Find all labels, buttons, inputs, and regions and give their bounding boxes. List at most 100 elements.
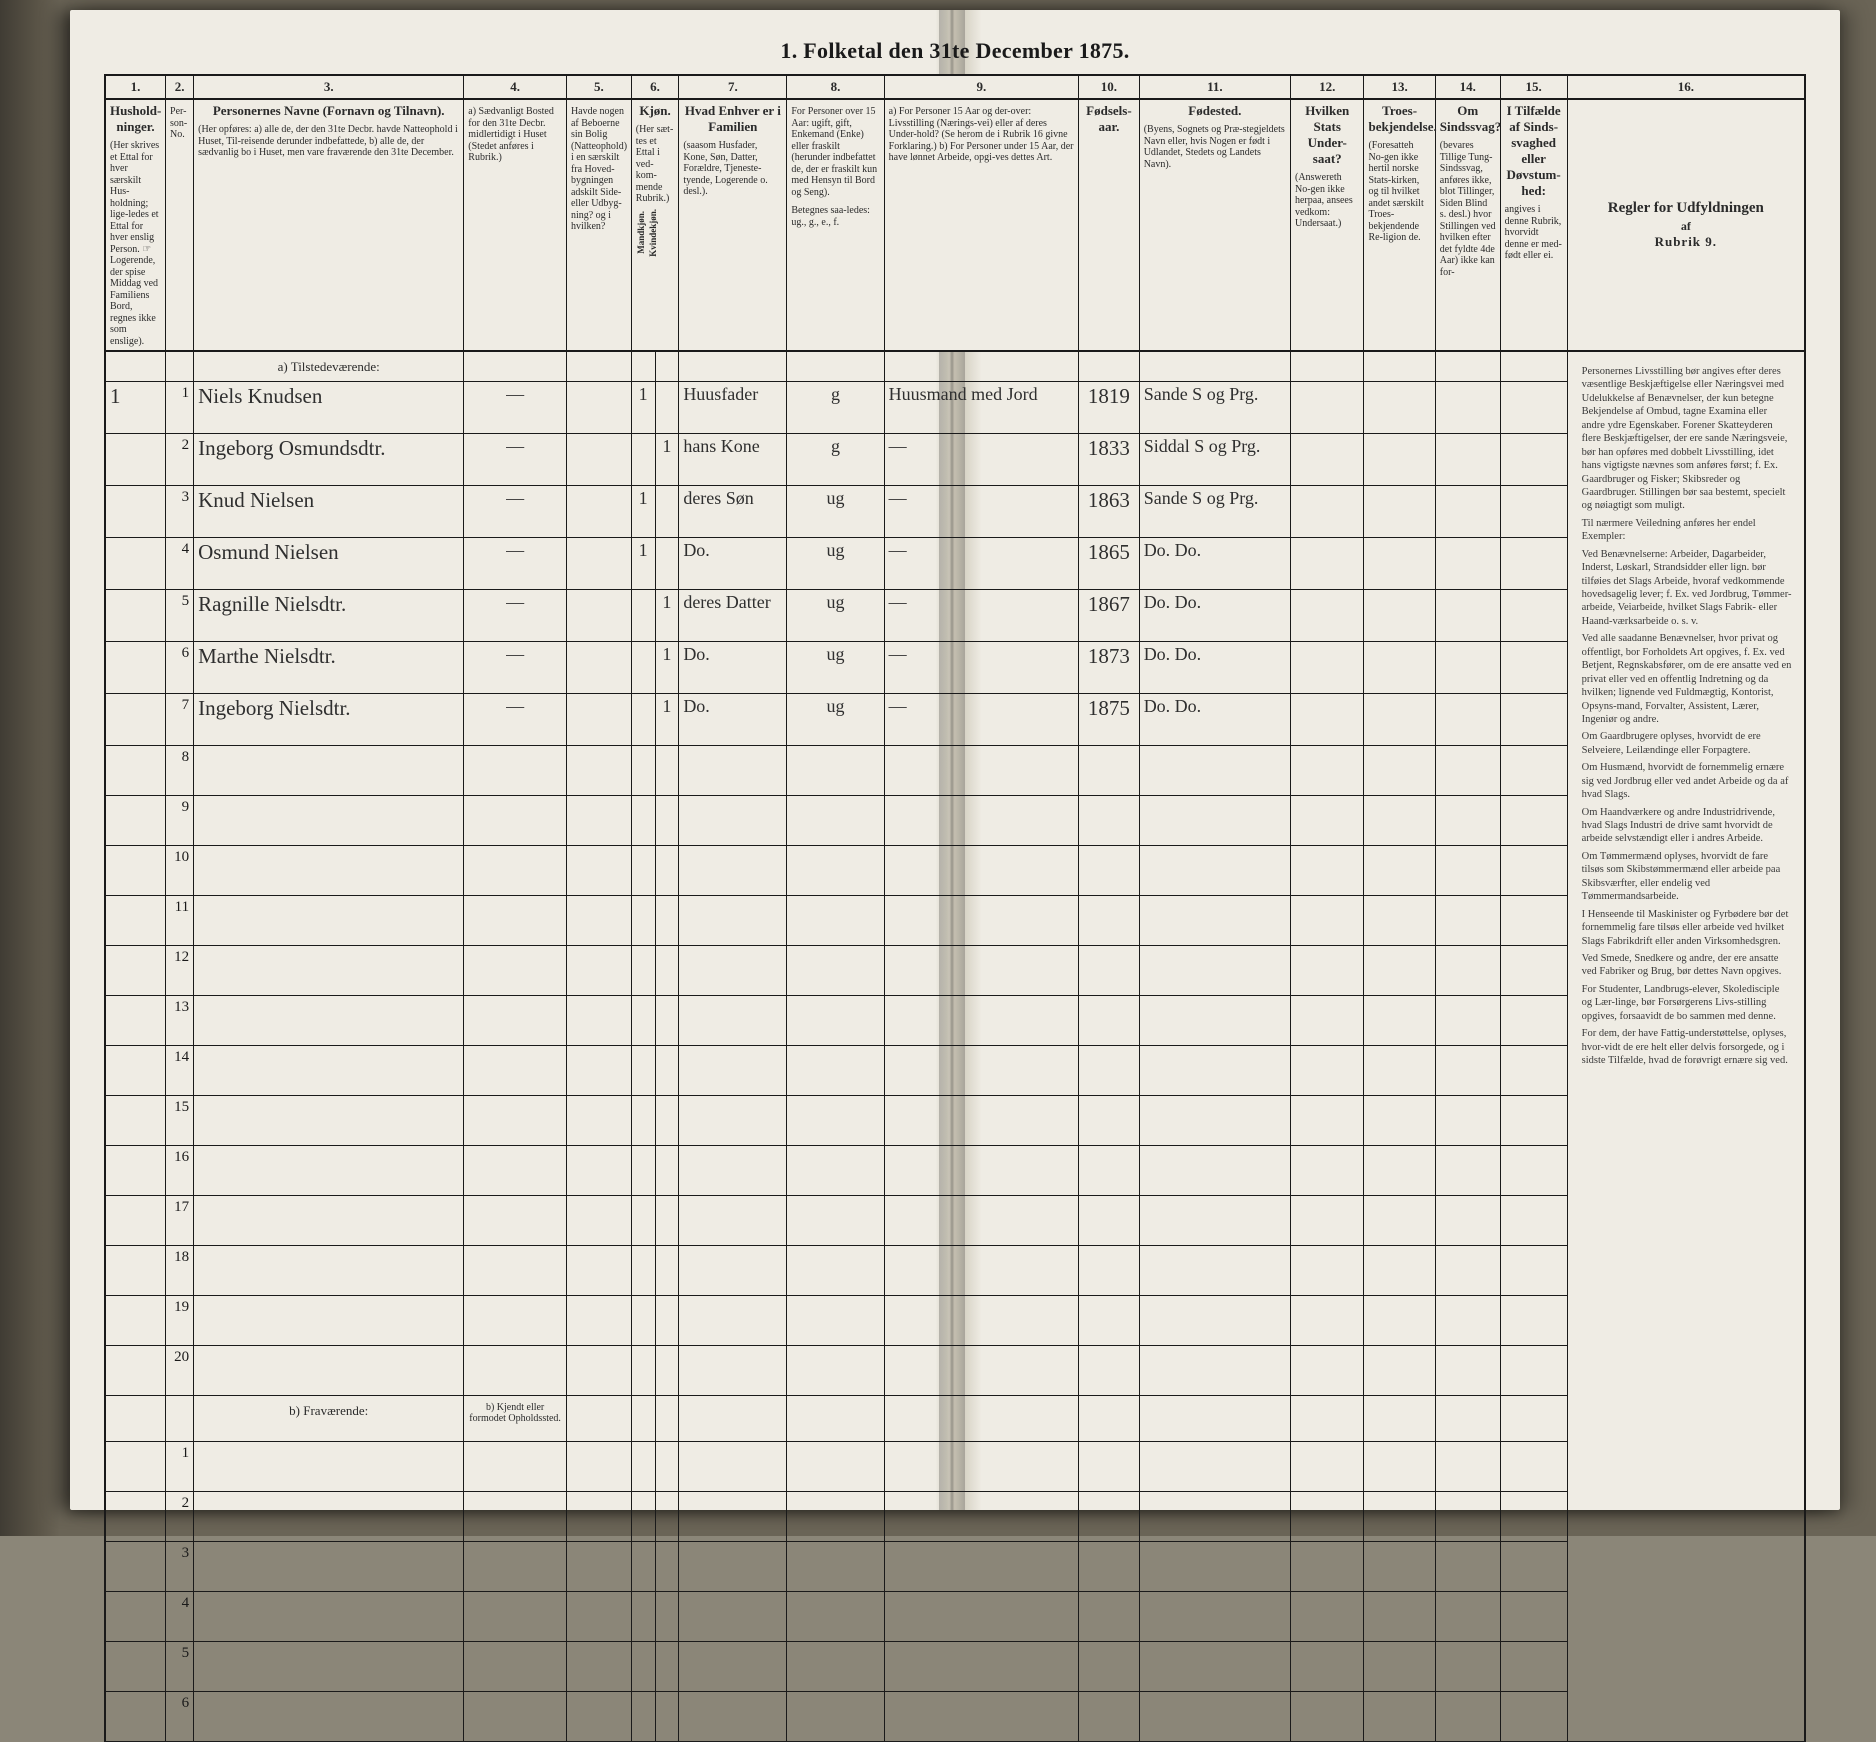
family-relation: hans Kone (683, 436, 759, 456)
rules-para: Personernes Livsstilling bør angives eft… (1582, 365, 1792, 513)
occupation: Huusmand med Jord (889, 384, 1038, 404)
civil-status: ug (827, 592, 845, 612)
cell-c7: Huusfader (679, 381, 787, 433)
cell-c14 (1435, 485, 1500, 537)
cell-no: 2 (166, 433, 194, 485)
civil-status: ug (827, 696, 845, 716)
cell-c5 (566, 433, 631, 485)
hdr-14: Om Sindssvag? (bevares Tillige Tung-Sind… (1435, 99, 1500, 351)
occupation: — (889, 436, 907, 456)
cell-no: 11 (166, 895, 194, 945)
cell-c8: ug (787, 693, 884, 745)
table-row: 2 (105, 1491, 1805, 1541)
person-number: 2 (170, 437, 189, 454)
cell-c15 (1500, 537, 1567, 589)
table-row: 5Ragnille Nielsdtr.—1deres Datterug—1867… (105, 589, 1805, 641)
cell-no: 17 (166, 1195, 194, 1245)
cell-c12 (1290, 537, 1363, 589)
cell-c14 (1435, 433, 1500, 485)
table-row: 19 (105, 1295, 1805, 1345)
cell-no: 20 (166, 1345, 194, 1395)
cell-c5 (566, 537, 631, 589)
person-name: Ingeborg Nielsdtr. (198, 696, 350, 720)
person-name: Knud Nielsen (198, 488, 314, 512)
cell-c15 (1500, 485, 1567, 537)
cell-c14 (1435, 641, 1500, 693)
colnum-13: 13. (1364, 75, 1435, 99)
section-present-text: a) Tilstedeværende: (198, 355, 459, 377)
birth-year: 1865 (1088, 540, 1130, 564)
cell-c7: hans Kone (679, 433, 787, 485)
colnum-1: 1. (105, 75, 166, 99)
cell-hh (105, 1491, 166, 1541)
usual-residence: — (506, 696, 524, 716)
cell-no: 1 (166, 1441, 194, 1491)
rules-para: Ved Benævnelserne: Arbeider, Dagarbeider… (1582, 548, 1792, 629)
person-name: Ingeborg Osmundsdtr. (198, 436, 385, 460)
colnum-7: 7. (679, 75, 787, 99)
cell-c6b (655, 537, 679, 589)
person-number: 1 (170, 1445, 189, 1462)
cell-no: 10 (166, 845, 194, 895)
hdr-10: Fødsels-aar. (1079, 99, 1140, 351)
cell-c12 (1290, 485, 1363, 537)
cell-c11: Sande S og Prg. (1139, 485, 1290, 537)
colnum-4: 4. (464, 75, 567, 99)
cell-hh (105, 1591, 166, 1641)
cell-no: 5 (166, 1641, 194, 1691)
cell-hh (105, 1641, 166, 1691)
hdr-5: Havde nogen af Beboerne sin Bolig (Natte… (566, 99, 631, 351)
cell-no: 5 (166, 589, 194, 641)
cell-c6a: 1 (631, 381, 655, 433)
cell-c15 (1500, 641, 1567, 693)
cell-hh (105, 995, 166, 1045)
cell-hh (105, 641, 166, 693)
table-row: 2Ingeborg Osmundsdtr.—1hans Koneg—1833Si… (105, 433, 1805, 485)
occupation: — (889, 540, 907, 560)
cell-hh (105, 945, 166, 995)
cell-hh (105, 433, 166, 485)
person-number: 10 (170, 849, 189, 866)
cell-no: 16 (166, 1145, 194, 1195)
family-relation: Do. (683, 540, 710, 560)
birth-place: Do. Do. (1144, 592, 1202, 612)
table-row: 8 (105, 745, 1805, 795)
cell-hh (105, 895, 166, 945)
cell-c14 (1435, 381, 1500, 433)
sex-k: 1 (662, 592, 671, 612)
section-present-row: a) Tilstedeværende:Personernes Livsstill… (105, 351, 1805, 381)
cell-c5 (566, 641, 631, 693)
cell-c4: — (464, 433, 567, 485)
person-number: 17 (170, 1199, 189, 1216)
person-number: 12 (170, 949, 189, 966)
hdr-11: Fødested. (Byens, Sognets og Præ-stegjel… (1139, 99, 1290, 351)
sex-k: 1 (662, 696, 671, 716)
page-spread: 1. Folketal den 31te December 1875. 1. 2… (104, 38, 1806, 1470)
birth-place: Siddal S og Prg. (1144, 436, 1261, 456)
hdr-2: Per-son-No. (166, 99, 194, 351)
family-relation: Do. (683, 696, 710, 716)
colnum-2: 2. (166, 75, 194, 99)
occupation: — (889, 644, 907, 664)
cell-c13 (1364, 693, 1435, 745)
person-number: 11 (170, 899, 189, 916)
hdr-16: Regler for Udfyldningen af Rubrik 9. (1567, 99, 1805, 351)
cell-c8: ug (787, 641, 884, 693)
table-row: 11Niels Knudsen—1HuusfadergHuusmand med … (105, 381, 1805, 433)
cell-no: 8 (166, 745, 194, 795)
cell-name: Niels Knudsen (194, 381, 464, 433)
cell-c10: 1863 (1079, 485, 1140, 537)
colnum-6: 6. (631, 75, 679, 99)
hdr-15: I Tilfælde af Sinds-svaghed eller Døvstu… (1500, 99, 1567, 351)
rules-para: For dem, der have Fattig-understøttelse,… (1582, 1027, 1792, 1067)
sex-m: 1 (639, 540, 648, 560)
table-row: 11 (105, 895, 1805, 945)
cell-c9: — (884, 433, 1079, 485)
sex-k: 1 (662, 436, 671, 456)
person-number: 4 (170, 1595, 189, 1612)
table-row: 14 (105, 1045, 1805, 1095)
person-number: 6 (170, 1695, 189, 1712)
cell-c6a: 1 (631, 485, 655, 537)
usual-residence: — (506, 436, 524, 456)
birth-place: Do. Do. (1144, 696, 1202, 716)
